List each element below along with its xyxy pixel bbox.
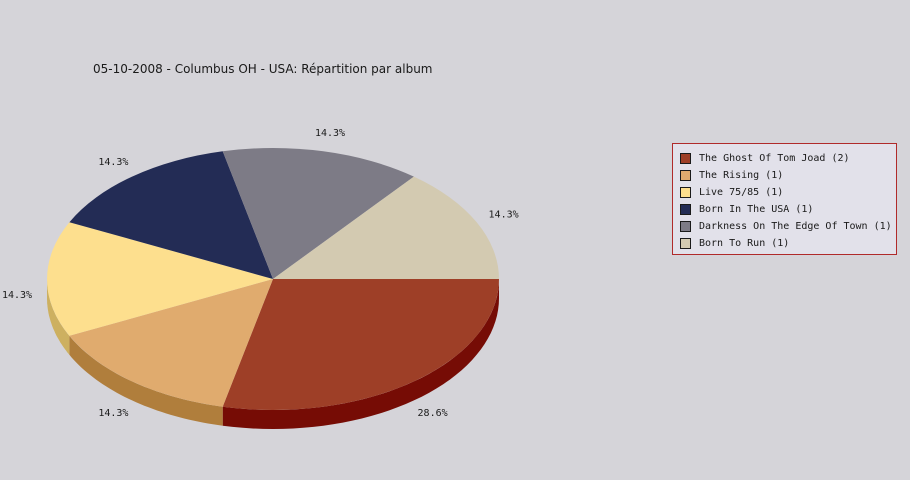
pie-percent-label-1: 14.3% <box>98 408 128 419</box>
pie-percent-label-3: 14.3% <box>98 157 128 168</box>
pie-slice-side-1 <box>69 335 223 426</box>
pie-percent-label-0: 28.6% <box>418 408 448 419</box>
legend-label-3: Born In The USA (1) <box>699 204 814 215</box>
legend-label-1: The Rising (1) <box>699 170 784 181</box>
pie-slice-4 <box>222 148 414 279</box>
legend-swatch-3 <box>680 204 691 215</box>
legend-label-0: The Ghost Of Tom Joad (2) <box>699 153 850 164</box>
pie-percent-label-5: 14.3% <box>489 210 519 221</box>
pie-slice-2 <box>47 222 273 336</box>
pie-slice-5 <box>273 176 499 279</box>
legend-label-5: Born To Run (1) <box>699 238 790 249</box>
pie-slice-side-2 <box>47 279 70 355</box>
pie-slice-side-0 <box>222 279 499 429</box>
legend-swatch-2 <box>680 187 691 198</box>
pie-percent-label-4: 14.3% <box>315 128 345 139</box>
legend-swatch-0 <box>680 153 691 164</box>
legend-item-4: Darkness On The Edge Of Town (1) <box>680 218 896 235</box>
pie-slice-3 <box>69 151 274 279</box>
pie-slice-1 <box>69 279 274 407</box>
pie-slice-0 <box>222 279 499 410</box>
legend-swatch-5 <box>680 238 691 249</box>
legend-item-1: The Rising (1) <box>680 167 896 184</box>
legend-item-3: Born In The USA (1) <box>680 201 896 218</box>
chart-title: 05-10-2008 - Columbus OH - USA: Répartit… <box>93 62 433 76</box>
legend-item-5: Born To Run (1) <box>680 235 896 252</box>
legend-label-4: Darkness On The Edge Of Town (1) <box>699 221 892 232</box>
legend-swatch-1 <box>680 170 691 181</box>
legend-swatch-4 <box>680 221 691 232</box>
legend: The Ghost Of Tom Joad (2) The Rising (1) L… <box>672 143 897 255</box>
legend-item-0: The Ghost Of Tom Joad (2) <box>680 150 896 167</box>
pie-percent-label-2: 14.3% <box>2 290 32 301</box>
legend-label-2: Live 75/85 (1) <box>699 187 784 198</box>
legend-item-2: Live 75/85 (1) <box>680 184 896 201</box>
